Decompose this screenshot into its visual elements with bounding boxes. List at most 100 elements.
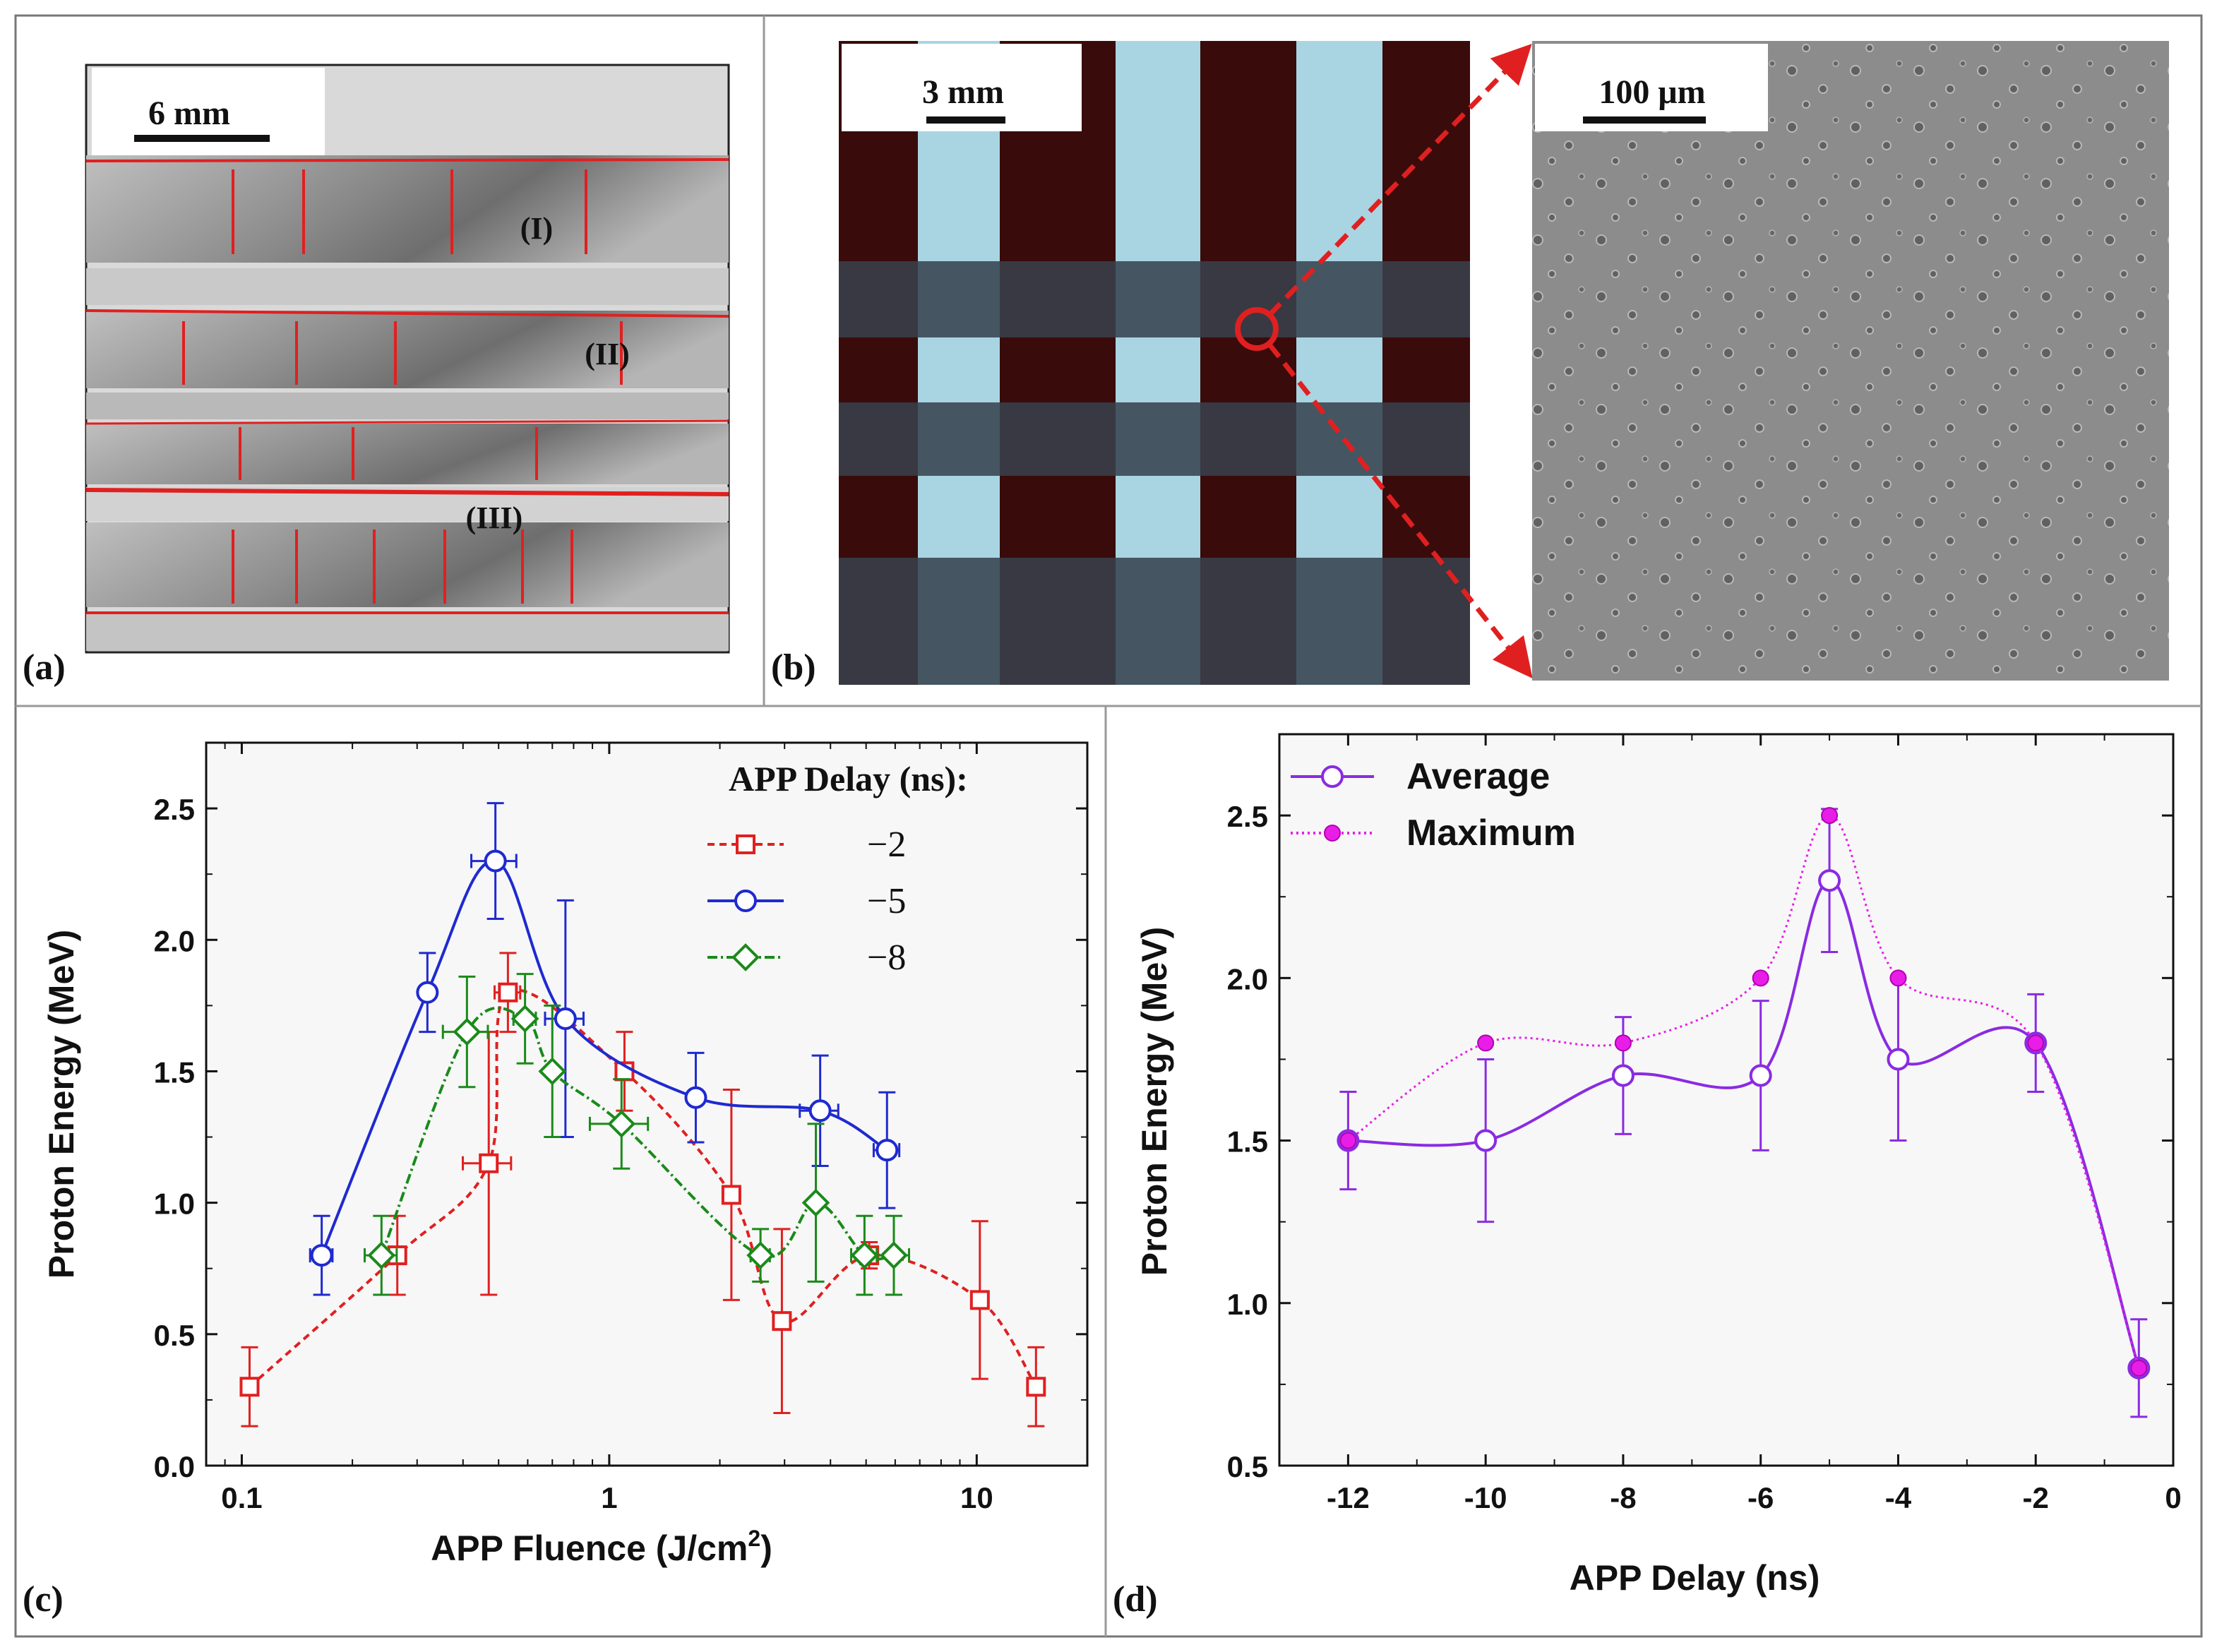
legend-marker — [1324, 825, 1341, 842]
zoom-region-circle — [1235, 307, 1279, 351]
legend-marker — [736, 834, 755, 854]
x-tick-label: -8 — [1610, 1481, 1636, 1514]
legend-marker — [734, 890, 757, 912]
y-tick-label: 0.0 — [154, 1450, 195, 1483]
data-point — [1611, 1064, 1635, 1087]
data-point — [1821, 807, 1839, 825]
data-point — [1818, 869, 1841, 892]
data-point — [1752, 969, 1769, 987]
y-axis-label-c: Proton Energy (MeV) — [42, 930, 81, 1279]
y-tick-label: 2.0 — [154, 924, 195, 957]
data-point — [1887, 1048, 1910, 1071]
x-tick-label: -4 — [1885, 1481, 1912, 1514]
x-tick-label: -2 — [2023, 1481, 2049, 1514]
y-axis-label-d: Proton Energy (MeV) — [1135, 927, 1174, 1276]
plot-area-d — [1278, 733, 2175, 1467]
panel-label-a: (a) — [23, 647, 66, 688]
y-tick-label: 1.5 — [1227, 1125, 1268, 1159]
series-layer-d — [1337, 807, 2151, 1418]
foil-cut-lines — [182, 169, 623, 604]
series-−8 — [364, 973, 911, 1296]
data-point — [2027, 1034, 2045, 1052]
data-point — [880, 1241, 908, 1269]
data-point — [801, 1188, 830, 1217]
data-point — [721, 1185, 741, 1205]
data-point — [1889, 969, 1907, 987]
data-point — [772, 1311, 792, 1331]
legend-d: Average Maximum — [1291, 756, 1576, 854]
data-point — [808, 1099, 832, 1123]
y-tick-label: 2.0 — [1227, 962, 1268, 995]
chart-d: 0.5 1.0 1.5 2.0 2.5 -12 -10 -8 -6 -4 -2 0 APP Delay… — [1113, 733, 2182, 1620]
legend-entry-label: −5 — [867, 881, 906, 921]
series-line — [249, 988, 1037, 1388]
x-tick-label: -6 — [1747, 1481, 1774, 1514]
y-tick-label: 1.5 — [154, 1055, 195, 1089]
data-point — [416, 981, 439, 1004]
x-tick-label: 0.1 — [221, 1481, 262, 1514]
data-point — [969, 1290, 990, 1310]
horizontal-band-2 — [839, 402, 1470, 476]
region-label-ii: (II) — [585, 337, 630, 371]
series-layer-c — [239, 802, 1046, 1427]
legend-title-c: APP Delay (ns): — [729, 759, 968, 798]
data-point — [1749, 1064, 1772, 1087]
data-point — [538, 1057, 567, 1086]
scale-bar-label: 6 mm — [148, 95, 230, 132]
y-tick-label: 1.0 — [154, 1187, 195, 1221]
axes-c: 0.0 0.5 1.0 1.5 2.0 2.5 0.1 1 10 — [154, 743, 1087, 1514]
legend-marker — [1321, 765, 1344, 788]
series-−2 — [239, 952, 1046, 1427]
data-point — [746, 1241, 775, 1269]
data-point — [876, 1139, 899, 1162]
series-−5 — [309, 802, 901, 1296]
horizontal-band-3 — [839, 558, 1470, 685]
data-point — [498, 982, 518, 1002]
plot-area-c — [205, 741, 1089, 1467]
legend-entry-label: Maximum — [1406, 813, 1576, 854]
x-axis-label-d: APP Delay (ns) — [1570, 1558, 1820, 1598]
legend-entry-label: −2 — [867, 825, 906, 865]
data-point — [1339, 1132, 1357, 1149]
sem-pits — [1532, 41, 2169, 681]
y-tick-label: 0.5 — [1227, 1450, 1268, 1483]
legend-c: −2 −5 −8 — [707, 825, 906, 978]
data-point — [1474, 1129, 1498, 1152]
data-point — [1026, 1377, 1046, 1397]
x-tick-label: 0 — [2165, 1481, 2181, 1514]
scale-bar-label-left: 3 mm — [922, 73, 1004, 111]
data-point — [367, 1241, 396, 1269]
legend-entry-label: −8 — [867, 938, 906, 978]
legend-entry-label: Average — [1406, 756, 1550, 797]
panel-label-c: (c) — [23, 1579, 64, 1620]
x-tick-label: -10 — [1464, 1481, 1507, 1514]
data-point — [239, 1377, 260, 1397]
panel-label-b: (b) — [771, 647, 816, 688]
grid-crossings — [918, 41, 1382, 558]
data-point — [1614, 1034, 1632, 1052]
zoom-arrow-bottom — [1267, 342, 1533, 678]
foil-strips — [85, 155, 729, 651]
x-tick-label: 10 — [960, 1481, 993, 1514]
series-Maximum — [1339, 807, 2148, 1377]
data-point — [850, 1241, 879, 1269]
data-point — [479, 1153, 499, 1173]
x-axis-label-c: APP Fluence (J/cm2) — [431, 1526, 772, 1568]
panel-label-d: (d) — [1113, 1579, 1158, 1620]
data-point — [484, 849, 507, 873]
scale-bar-label-right: 100 μm — [1598, 73, 1705, 111]
axes-d: 0.5 1.0 1.5 2.0 2.5 -12 -10 -8 -6 -4 -2 0 — [1227, 734, 2182, 1514]
region-label-i: (I) — [520, 211, 553, 246]
panel-a: 6 mm (I) (II) (III) (a) — [23, 64, 730, 688]
data-point — [684, 1086, 707, 1109]
panel-b: 3 mm 100 μm (b) — [771, 41, 2169, 688]
data-point — [310, 1244, 333, 1267]
region-label-iii: (III) — [466, 501, 523, 535]
data-point — [2130, 1359, 2148, 1377]
y-tick-label: 2.5 — [1227, 800, 1268, 833]
chart-c: 0.0 0.5 1.0 1.5 2.0 2.5 0.1 1 10 APP Fluence (J/… — [23, 741, 1089, 1620]
data-point — [607, 1110, 636, 1138]
data-point — [554, 1007, 577, 1030]
x-tick-label: -12 — [1327, 1481, 1370, 1514]
